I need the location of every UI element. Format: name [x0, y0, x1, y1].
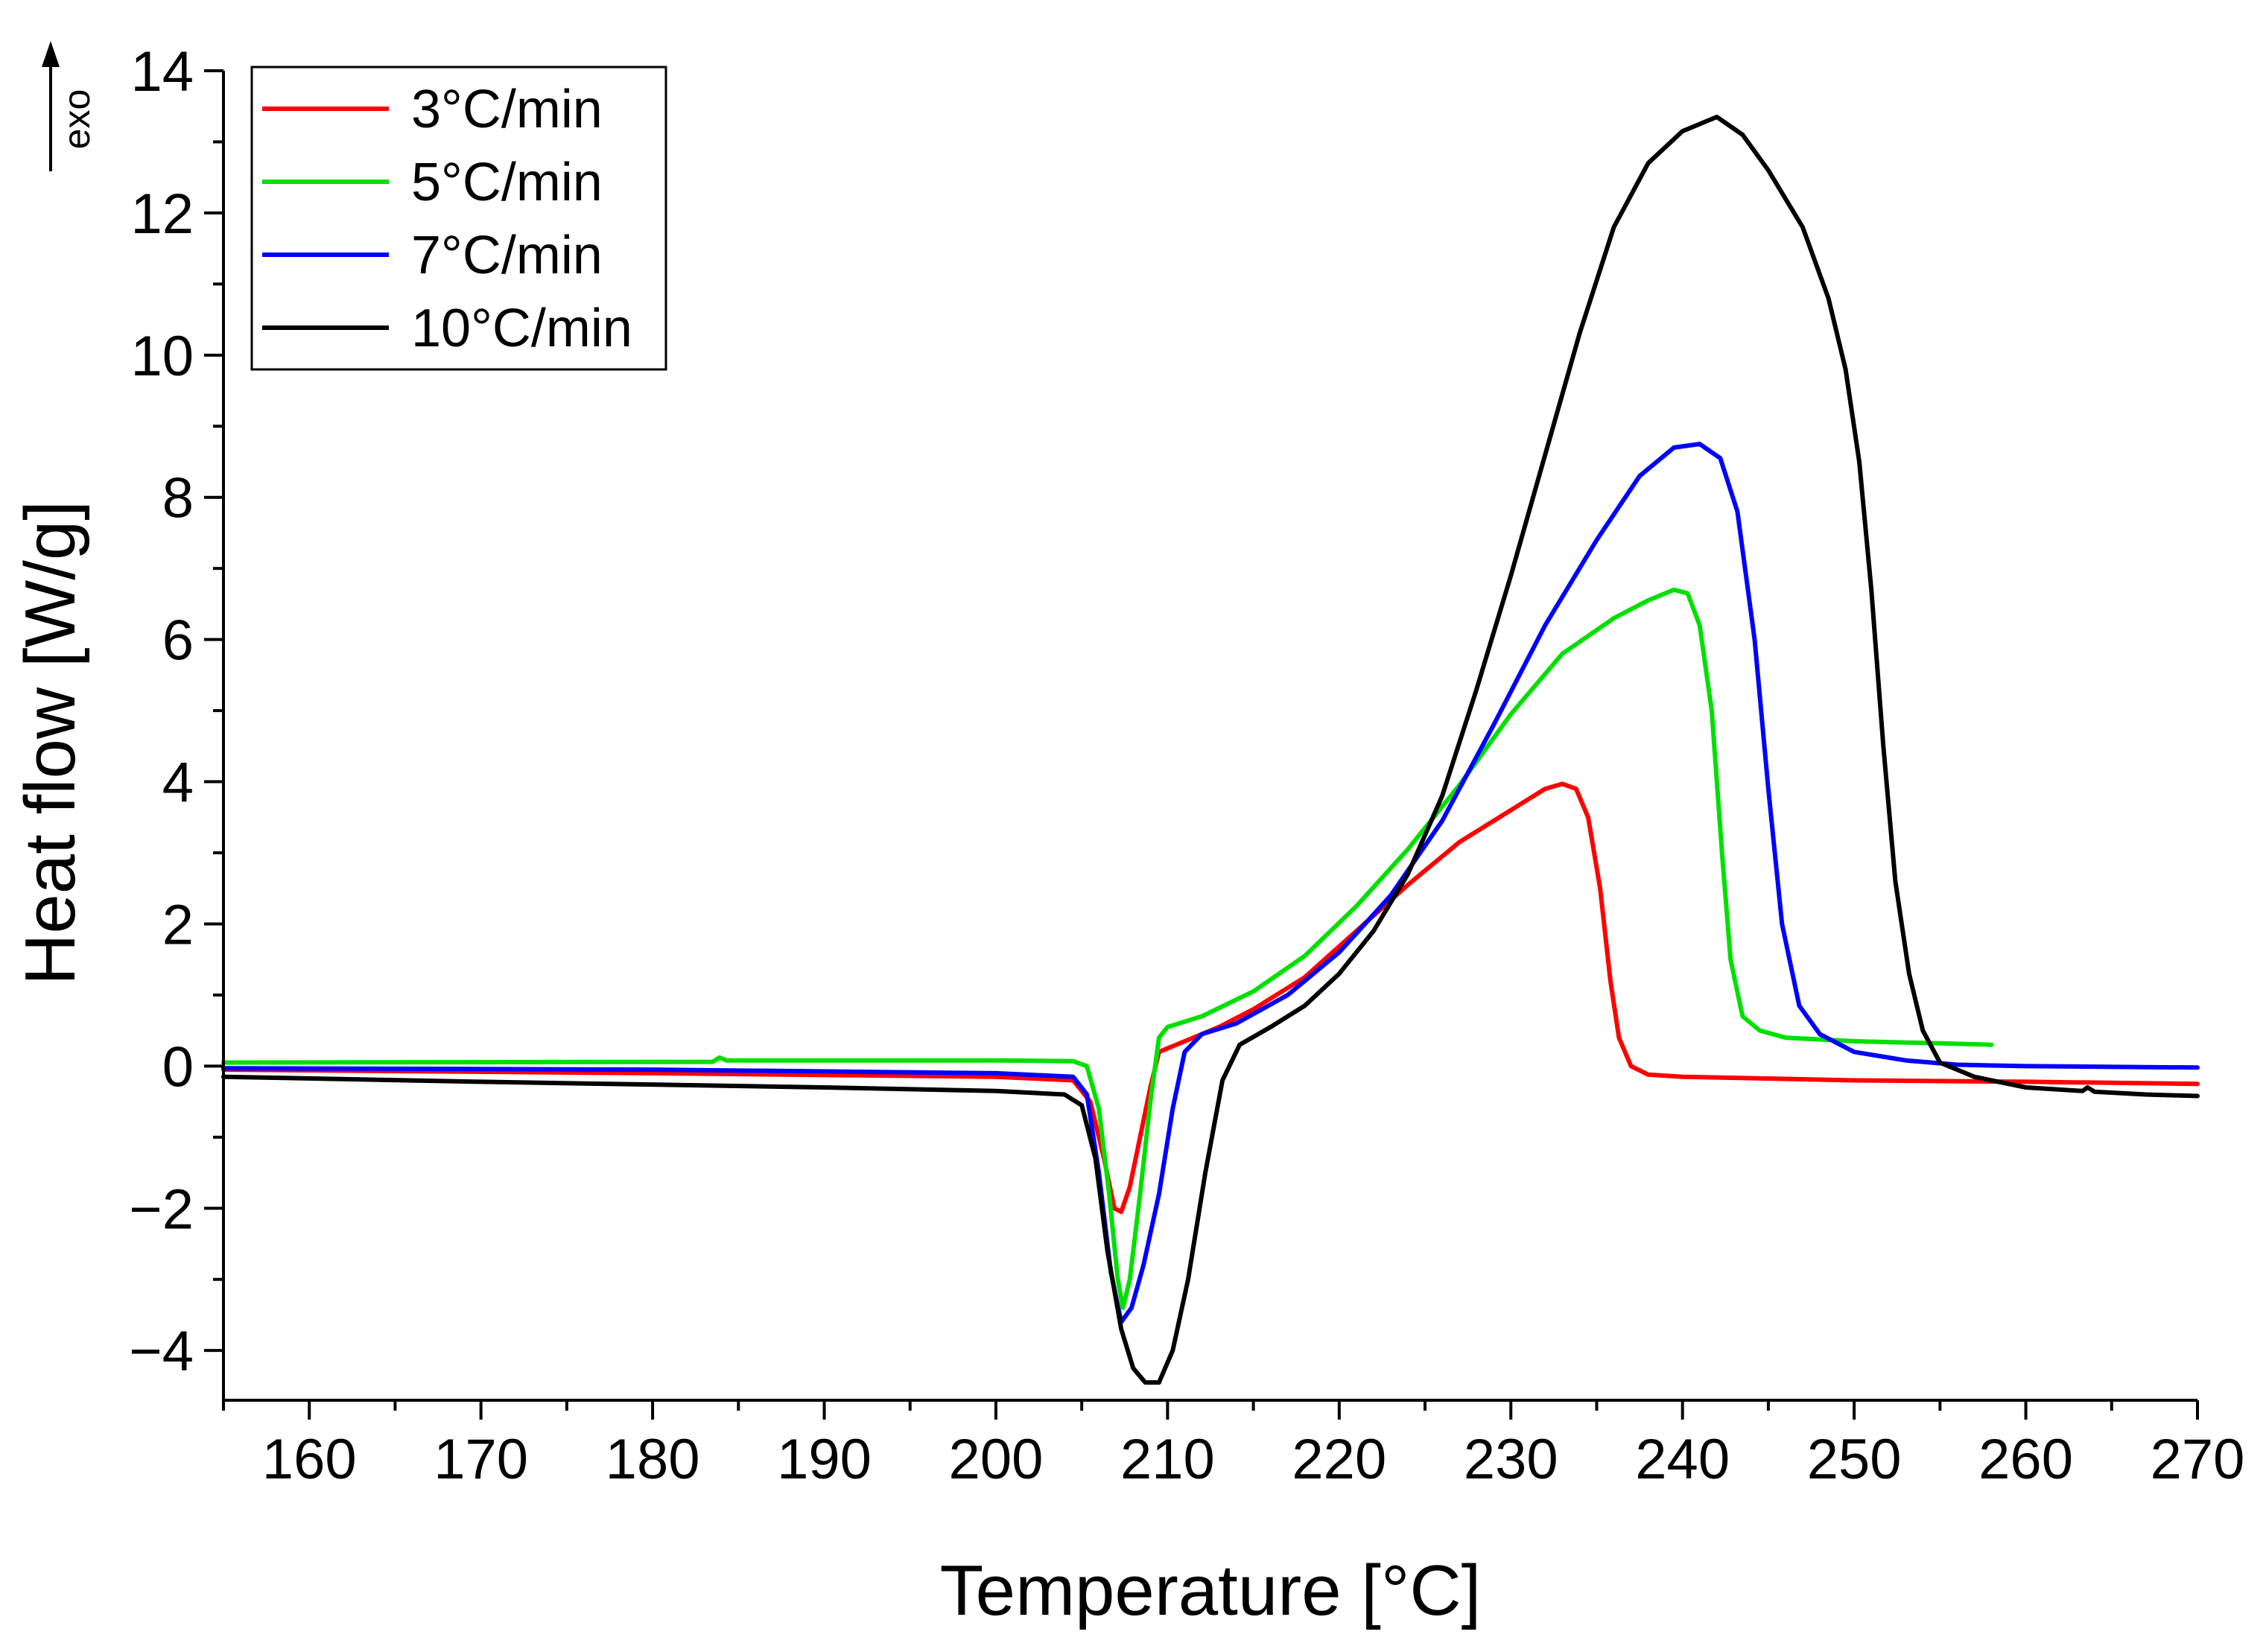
y-tick-label: −2 [129, 1178, 194, 1241]
x-tick-label: 240 [1635, 1428, 1730, 1491]
x-tick-label: 160 [262, 1428, 357, 1491]
y-tick-label: 10 [130, 325, 194, 388]
y-axis-title: Heat flow [W/g] [10, 501, 90, 985]
exo-label: exo [56, 89, 98, 150]
x-tick-label: 180 [606, 1428, 700, 1491]
x-tick-label: 220 [1292, 1428, 1386, 1491]
legend-label-1: 3°C/min [411, 80, 603, 139]
x-tick-label: 230 [1464, 1428, 1558, 1491]
x-axis-title: Temperature [°C] [940, 1551, 1482, 1630]
y-tick-label: 0 [162, 1035, 194, 1099]
x-tick-label: 190 [777, 1428, 872, 1491]
x-tick-label: 270 [2151, 1428, 2245, 1491]
x-tick-label: 210 [1120, 1428, 1215, 1491]
series-line-4 [221, 115, 2200, 1385]
x-tick-label: 260 [1978, 1428, 2073, 1491]
series-layer [221, 115, 2200, 1385]
x-tick-label: 200 [949, 1428, 1044, 1491]
legend-box [250, 66, 667, 371]
legend-label-2: 5°C/min [411, 153, 603, 212]
axes-layer: 160 170 180 190 200 210 220 230 240 250 260 270−4−2… [129, 40, 2244, 1491]
y-tick-label: 12 [130, 182, 194, 246]
series-line-2 [221, 587, 1994, 1310]
x-tick-label: 250 [1807, 1428, 1902, 1491]
y-tick-label: −4 [129, 1320, 194, 1383]
y-tick-label: 14 [130, 40, 194, 104]
y-tick-label: 2 [162, 893, 194, 956]
series-line-3 [221, 442, 2200, 1324]
exo-arrow-icon [42, 41, 60, 67]
y-tick-label: 6 [162, 609, 194, 673]
legend-label-3: 7°C/min [411, 226, 603, 285]
y-tick-label: 8 [162, 467, 194, 530]
y-tick-label: 4 [162, 752, 194, 815]
legend-label-4: 10°C/min [411, 299, 632, 358]
legend: 3°C/min 5°C/min 7°C/min 10°C/min [250, 66, 667, 371]
exo-indicator: exo [42, 41, 98, 171]
x-tick-label: 170 [434, 1428, 528, 1491]
